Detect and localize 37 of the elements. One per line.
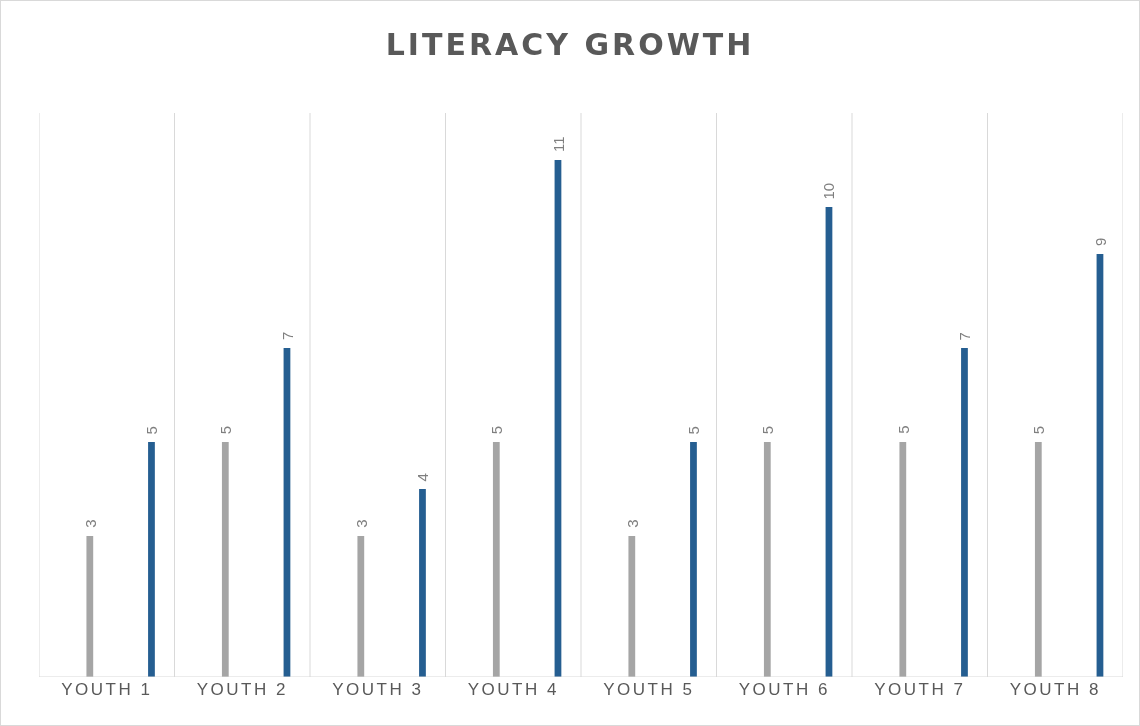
data-label: 5 — [685, 426, 703, 435]
data-label: 5 — [217, 425, 235, 435]
data-label: 7 — [956, 332, 974, 341]
data-label: 5 — [894, 425, 912, 434]
x-tick-label: YOUTH 2 — [196, 680, 288, 699]
x-tick-label: YOUTH 4 — [467, 680, 559, 699]
data-label: 5 — [143, 426, 161, 435]
bar — [492, 442, 500, 677]
bar — [690, 442, 697, 677]
x-tick-label: YOUTH 3 — [332, 680, 424, 699]
data-label: 4 — [414, 473, 432, 482]
bar — [357, 536, 365, 677]
data-label: 5 — [1030, 425, 1048, 435]
bar — [148, 442, 155, 677]
data-label: 10 — [820, 182, 838, 200]
x-tick-label: YOUTH 1 — [61, 680, 153, 699]
bar — [899, 442, 907, 677]
data-label: 9 — [1091, 237, 1109, 246]
x-tick-label: YOUTH 8 — [1009, 680, 1101, 699]
data-label: 5 — [759, 425, 777, 435]
bar — [86, 536, 94, 677]
bar — [961, 348, 968, 677]
data-label: 3 — [81, 519, 99, 528]
bar — [1034, 442, 1042, 677]
bar — [628, 536, 636, 677]
x-tick-label: YOUTH 6 — [738, 680, 830, 699]
x-tick-label: YOUTH 7 — [874, 680, 966, 699]
data-label: 11 — [549, 136, 567, 152]
chart-title: LITERACY GROWTH — [385, 26, 755, 62]
data-label: 3 — [352, 519, 370, 528]
data-label: 5 — [488, 425, 506, 435]
x-tick-label: YOUTH 5 — [603, 680, 695, 699]
data-label: 3 — [623, 519, 641, 528]
data-label: 7 — [278, 331, 296, 340]
bar — [419, 489, 426, 677]
bar — [221, 442, 229, 677]
bar — [763, 442, 771, 677]
